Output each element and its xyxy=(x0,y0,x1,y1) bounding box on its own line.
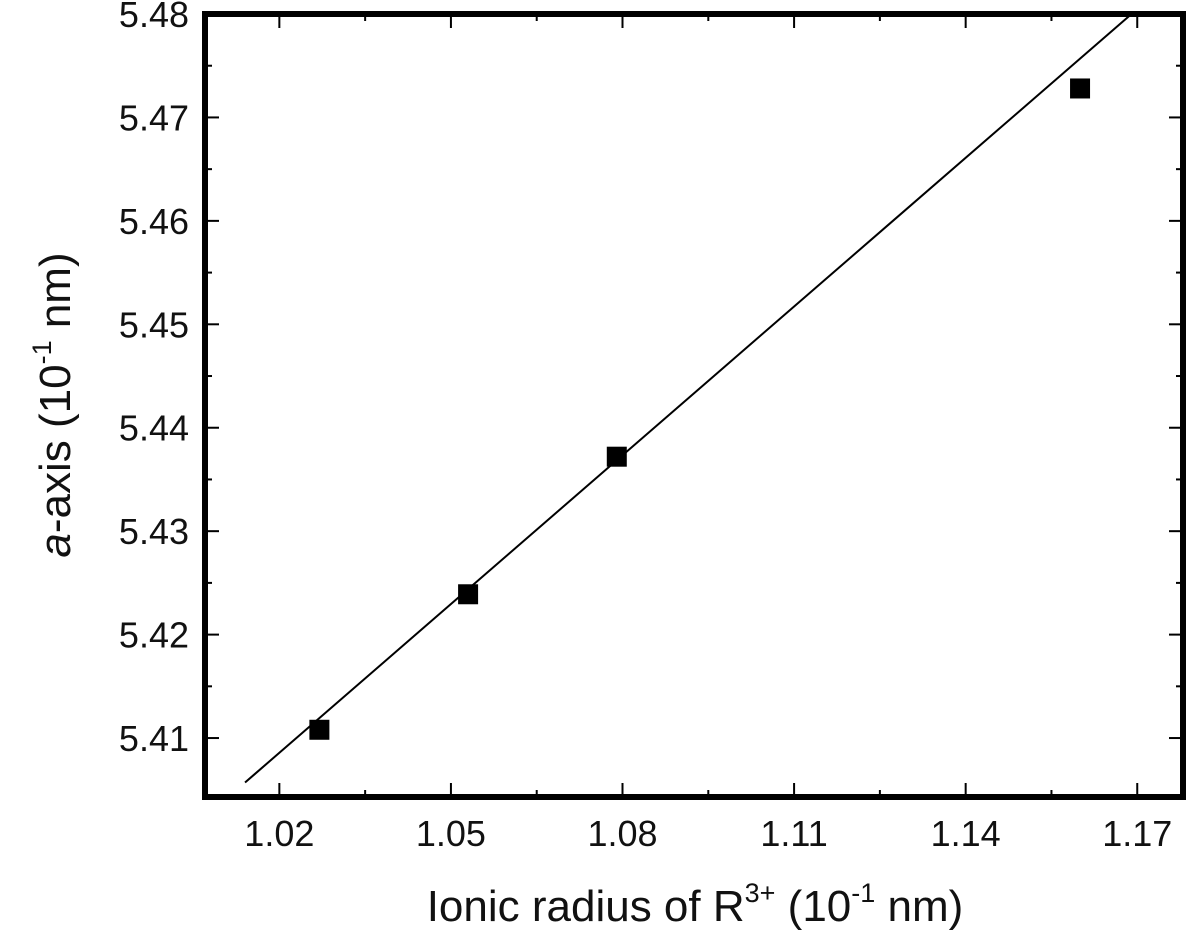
y-tick-label: 5.47 xyxy=(119,97,189,138)
y-axis-label-close: nm) xyxy=(31,252,80,340)
x-tick-label: 1.17 xyxy=(1102,813,1172,854)
x-tick-label: 1.08 xyxy=(587,813,657,854)
y-tick-label: 5.43 xyxy=(119,511,189,552)
plot-frame xyxy=(202,11,1186,800)
x-tick-label: 1.14 xyxy=(931,813,1001,854)
y-axis-label-italic: a xyxy=(31,533,80,557)
x-axis-label-superscript: 3+ xyxy=(745,878,776,908)
y-tick-label: 5.48 xyxy=(119,0,189,35)
data-point xyxy=(309,719,330,740)
x-tick-label: 1.05 xyxy=(416,813,486,854)
x-axis-label-units-superscript: -1 xyxy=(851,878,875,908)
y-tick-label: 5.41 xyxy=(119,718,189,759)
y-axis-label-main: -axis (10 xyxy=(31,364,80,533)
y-tick-label: 5.44 xyxy=(119,408,189,449)
x-tick-label: 1.02 xyxy=(244,813,314,854)
data-point xyxy=(1070,78,1091,99)
plot-frame-group xyxy=(202,11,1186,800)
y-tick-label: 5.42 xyxy=(119,615,189,656)
tick-marks-group xyxy=(205,13,1183,797)
y-tick-label: 5.46 xyxy=(119,201,189,242)
x-axis-label: Ionic radius of R3+ (10-1 nm) xyxy=(427,878,964,931)
tick-labels-group: 1.02 1.05 1.08 1.11 1.14 1.17 5.41 5.42 5.43 5.44… xyxy=(119,0,1172,854)
x-axis-label-units-open: (10 xyxy=(775,882,851,931)
y-axis-label-superscript: -1 xyxy=(27,340,57,364)
x-axis-label-main: Ionic radius of R xyxy=(427,882,745,931)
data-point xyxy=(606,446,627,467)
x-axis-label-units-close: nm) xyxy=(875,882,963,931)
data-points-group xyxy=(309,78,1091,740)
data-point xyxy=(458,584,479,605)
fit-line xyxy=(244,14,1133,784)
x-tick-label: 1.11 xyxy=(760,813,827,854)
y-axis-label: a-axis (10-1 nm) xyxy=(27,252,80,557)
y-tick-label: 5.45 xyxy=(119,304,189,345)
fit-line-group xyxy=(244,14,1133,784)
